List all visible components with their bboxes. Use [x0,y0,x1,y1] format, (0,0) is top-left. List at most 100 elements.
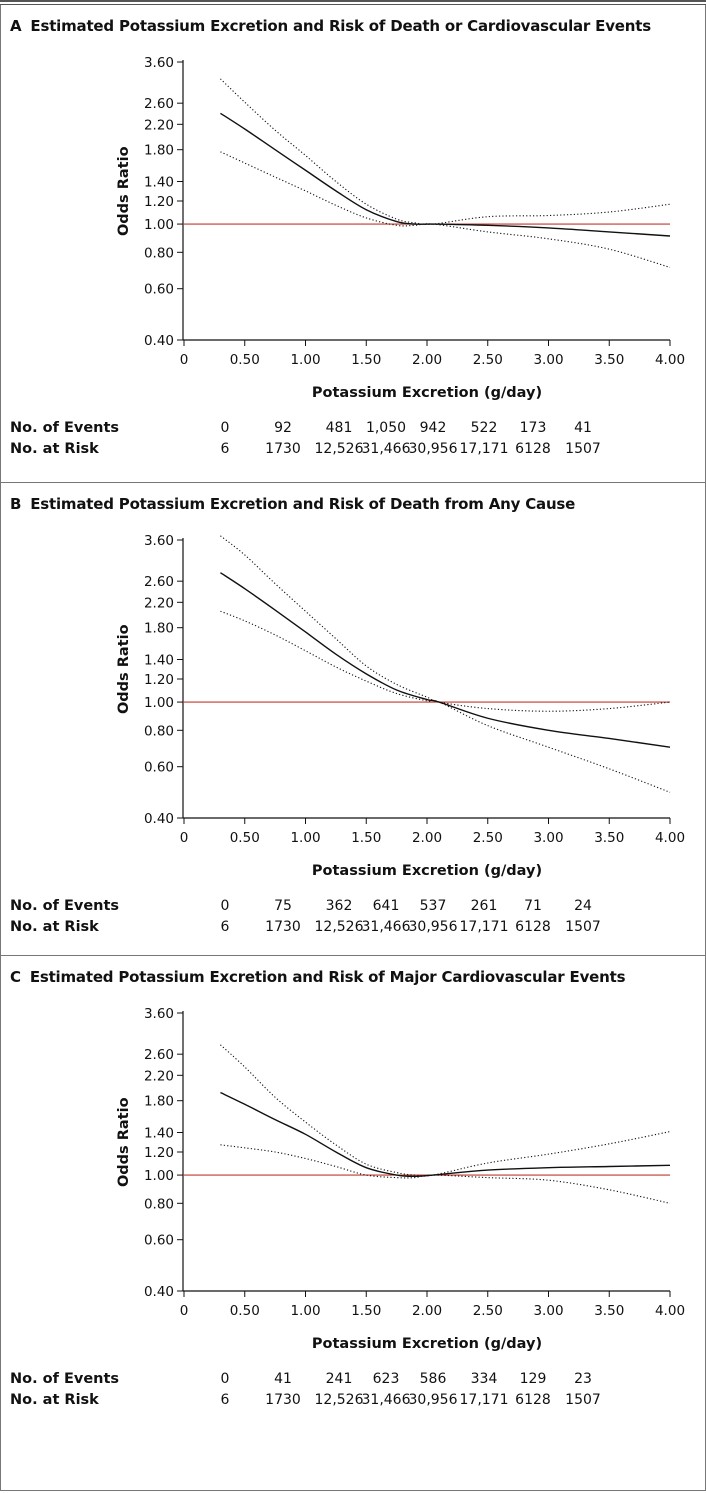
y-tick-label: 3.60 [144,55,174,71]
confidence-bound-line [220,610,671,793]
y-tick-label: 1.20 [144,194,174,210]
y-tick-label: 0.80 [144,723,174,739]
x-tick-label: 2.00 [412,352,442,368]
confidence-bound-line [220,1044,671,1177]
panel-a: A Estimated Potassium Excretion and Risk … [0,5,706,483]
y-tick-label: 3.60 [144,1006,174,1022]
events-cell: 362 [326,898,353,914]
risk-cell: 1507 [565,919,601,935]
x-tick-label: 1.00 [290,1303,320,1319]
x-tick-label: 1.00 [290,352,320,368]
y-tick-label: 1.20 [144,1145,174,1161]
x-tick-label: 3.00 [533,1303,563,1319]
risk-cell: 31,466 [362,1392,411,1408]
risk-cell: 17,171 [460,1392,509,1408]
y-tick-label: 1.40 [144,1125,174,1141]
x-tick-label: 1.50 [351,830,381,846]
risk-cell: 1730 [265,441,301,457]
x-tick-label: 3.00 [533,352,563,368]
x-axis-title: Potassium Excretion (g/day) [312,385,542,401]
events-cell: 241 [326,1371,353,1387]
y-tick-label: 0.80 [144,1196,174,1212]
x-tick-label: 0 [180,1303,189,1319]
x-tick-label: 3.00 [533,830,563,846]
events-cell: 481 [326,420,353,436]
x-tick-label: 2.00 [412,830,442,846]
panel-letter: B [10,495,22,513]
risk-cell: 30,956 [409,1392,458,1408]
events-cell: 623 [373,1371,400,1387]
risk-cell: 6 [221,1392,230,1408]
risk-cell: 30,956 [409,441,458,457]
y-axis-title: Odds Ratio [116,1097,132,1187]
panel-border-left [0,483,1,956]
y-tick-label: 0.40 [144,1284,174,1300]
risk-cell: 30,956 [409,919,458,935]
risk-cell: 17,171 [460,441,509,457]
y-axis-title: Odds Ratio [116,146,132,236]
x-tick-label: 4.00 [655,352,685,368]
x-tick-label: 2.50 [473,352,503,368]
x-tick-label: 2.00 [412,1303,442,1319]
y-tick-label: 0.80 [144,245,174,261]
risk-cell: 6128 [515,441,551,457]
y-tick-label: 1.00 [144,1168,174,1184]
confidence-bound-line [220,1144,671,1204]
y-tick-label: 2.60 [144,574,174,590]
figure-top-rule [0,0,706,5]
events-cell: 129 [520,1371,547,1387]
events-row-label: No. of Events [10,1371,119,1387]
risk-row-label: No. at Risk [10,441,99,457]
x-tick-label: 2.50 [473,830,503,846]
events-cell: 0 [221,898,230,914]
events-cell: 24 [574,898,592,914]
panel-title: Estimated Potassium Excretion and Risk o… [30,495,576,513]
x-tick-label: 3.50 [594,830,624,846]
events-cell: 1,050 [366,420,406,436]
x-tick-label: 4.00 [655,830,685,846]
y-tick-label: 0.40 [144,811,174,827]
y-tick-label: 1.80 [144,621,174,637]
y-tick-label: 1.00 [144,217,174,233]
events-cell: 0 [221,1371,230,1387]
x-tick-label: 0 [180,352,189,368]
y-tick-label: 1.80 [144,1094,174,1110]
confidence-bound-line [220,535,671,712]
events-cell: 92 [274,420,292,436]
panel-divider [0,1490,706,1491]
events-cell: 23 [574,1371,592,1387]
panel-divider [0,955,706,956]
y-tick-label: 0.40 [144,333,174,349]
risk-row-label: No. at Risk [10,1392,99,1408]
estimate-line [220,1091,671,1178]
risk-cell: 6128 [515,1392,551,1408]
risk-cell: 1507 [565,441,601,457]
events-cell: 586 [420,1371,447,1387]
events-cell: 334 [471,1371,498,1387]
x-axis-title: Potassium Excretion (g/day) [312,1336,542,1352]
estimate-line [220,112,671,237]
y-tick-label: 1.00 [144,695,174,711]
y-axis-title: Odds Ratio [116,624,132,714]
panel-letter: C [10,968,21,986]
events-cell: 261 [471,898,498,914]
confidence-bound-line [220,151,671,268]
events-cell: 0 [221,420,230,436]
risk-cell: 12,526 [315,1392,364,1408]
y-tick-label: 2.60 [144,1047,174,1063]
events-cell: 942 [420,420,447,436]
x-tick-label: 0.50 [230,1303,260,1319]
events-cell: 522 [471,420,498,436]
risk-cell: 31,466 [362,441,411,457]
y-tick-label: 0.60 [144,1233,174,1249]
panel-title: Estimated Potassium Excretion and Risk o… [30,17,651,35]
y-tick-label: 2.20 [144,595,174,611]
panel-border-left [0,5,1,483]
events-row-label: No. of Events [10,420,119,436]
events-cell: 641 [373,898,400,914]
y-tick-label: 1.40 [144,174,174,190]
risk-cell: 1507 [565,1392,601,1408]
chart-a: 0.40 0.60 0.80 1.00 1.20 1.40 1.80 2.20 2.60 3.60… [10,55,685,457]
y-tick-label: 1.40 [144,652,174,668]
